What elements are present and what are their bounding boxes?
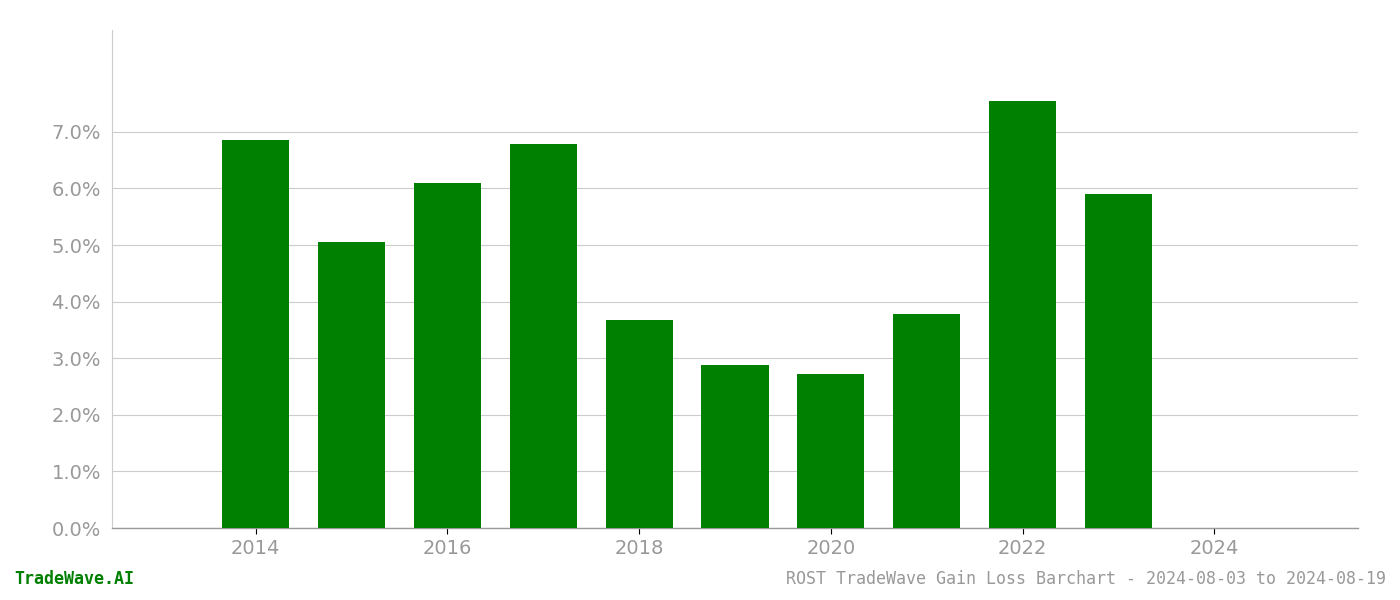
Bar	[893, 314, 960, 528]
Bar	[223, 140, 290, 528]
Bar	[318, 242, 385, 528]
Bar	[798, 374, 864, 528]
Bar	[701, 365, 769, 528]
Bar	[510, 145, 577, 528]
Text: ROST TradeWave Gain Loss Barchart - 2024-08-03 to 2024-08-19: ROST TradeWave Gain Loss Barchart - 2024…	[785, 570, 1386, 588]
Bar	[414, 183, 482, 528]
Text: TradeWave.AI: TradeWave.AI	[14, 570, 134, 588]
Bar	[1085, 194, 1152, 528]
Bar	[606, 320, 673, 528]
Bar	[988, 101, 1056, 528]
